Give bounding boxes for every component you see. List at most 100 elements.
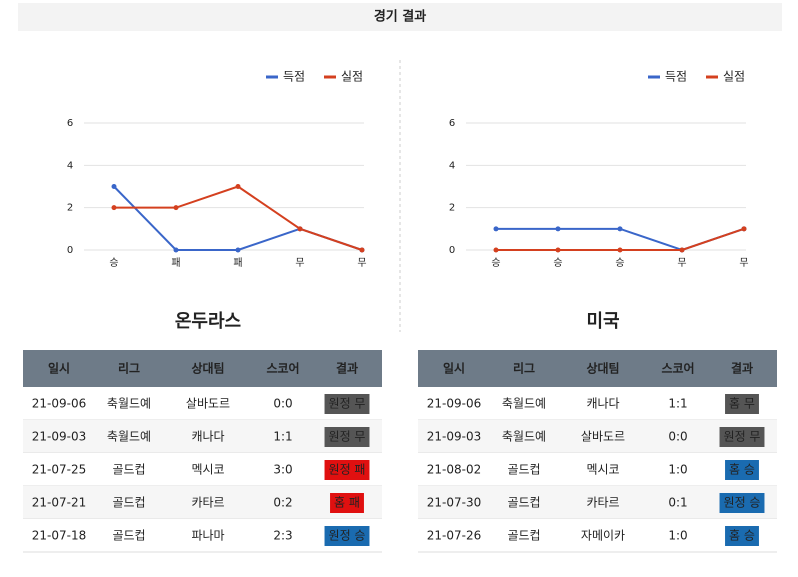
y-tick-label: 2 [449, 203, 455, 214]
x-tick-label: 패 [171, 257, 180, 269]
table-cell: 골드컵 [507, 529, 540, 543]
table-row [418, 486, 777, 519]
data-point [173, 247, 179, 253]
column-header: 결과 [336, 361, 358, 376]
table-row [23, 519, 382, 552]
table-cell: 골드컵 [507, 496, 540, 510]
y-tick-label: 4 [449, 160, 455, 171]
data-point [235, 247, 241, 253]
x-tick-label: 패 [233, 257, 242, 269]
table-cell: 21-09-03 [427, 430, 481, 444]
legend-label: 실점 [723, 70, 745, 84]
series-line [114, 185, 363, 251]
table-cell: 골드컵 [112, 496, 145, 510]
result-text: 원정 패 [329, 463, 366, 477]
result-text: 홈 패 [334, 496, 360, 510]
legend-label: 득점 [665, 70, 687, 84]
table-cell: 0:2 [273, 496, 292, 510]
y-tick-label: 6 [449, 118, 455, 129]
header-bar [18, 3, 782, 31]
data-point [555, 226, 561, 232]
team-name: 미국 [586, 311, 619, 332]
table-row [23, 387, 382, 420]
legend-label: 득점 [283, 70, 305, 84]
result-text: 홈 승 [729, 463, 755, 477]
data-point [555, 247, 561, 253]
table-row [418, 453, 777, 486]
x-tick-label: 무 [357, 258, 366, 269]
table-cell: 1:1 [668, 397, 687, 411]
table-row [23, 486, 382, 519]
table-cell: 캐나다 [586, 397, 619, 411]
result-badge [324, 460, 370, 480]
column-header: 결과 [731, 361, 753, 376]
team-name: 온두라스 [175, 311, 241, 332]
table-cell: 캐나다 [191, 430, 224, 444]
result-badge [725, 394, 759, 414]
result-badge [725, 526, 759, 546]
legend-label: 실점 [341, 70, 363, 84]
y-tick-label: 6 [67, 118, 73, 129]
y-tick-label: 0 [67, 245, 73, 256]
column-header: 리그 [513, 361, 535, 376]
column-header: 일시 [48, 362, 70, 376]
column-header: 스코어 [266, 361, 299, 376]
result-badge [719, 493, 765, 513]
data-point [617, 247, 623, 253]
data-point [493, 226, 499, 232]
table-cell: 21-09-06 [32, 397, 86, 411]
table-row [418, 519, 777, 552]
result-text: 원정 무 [724, 430, 761, 444]
x-tick-label: 승 [109, 257, 118, 269]
table-cell: 3:0 [273, 463, 292, 477]
table-cell: 살바도르 [186, 397, 230, 411]
table-cell: 0:0 [273, 397, 292, 411]
table-cell: 1:0 [668, 529, 687, 543]
result-badge [719, 427, 765, 447]
table-header [23, 350, 382, 387]
table-cell: 21-09-06 [427, 397, 481, 411]
table-cell: 골드컵 [507, 463, 540, 477]
table-cell: 1:0 [668, 463, 687, 477]
table-cell: 2:3 [273, 529, 292, 543]
table-cell: 축월드예 [502, 397, 546, 411]
table-header [418, 350, 777, 387]
result-text: 원정 무 [329, 397, 366, 411]
x-tick-label: 승 [553, 257, 562, 269]
table-cell: 21-08-02 [427, 463, 481, 477]
y-tick-label: 2 [67, 203, 73, 214]
data-point [297, 226, 303, 232]
data-point [617, 226, 623, 232]
data-point [741, 226, 747, 232]
result-badge [725, 460, 759, 480]
column-header: 스코어 [661, 361, 694, 376]
x-tick-label: 승 [491, 257, 500, 269]
result-badge [330, 493, 364, 513]
series-line [113, 185, 363, 251]
table-cell: 1:1 [273, 430, 292, 444]
result-text: 원정 승 [724, 496, 761, 510]
data-point [235, 184, 241, 189]
table-cell: 살바도르 [581, 430, 625, 444]
series-line [496, 227, 745, 252]
x-tick-label: 무 [739, 258, 748, 269]
y-tick-label: 0 [449, 245, 455, 256]
x-tick-label: 무 [677, 258, 686, 269]
table-row [418, 420, 777, 453]
table-cell: 축월드예 [107, 430, 151, 444]
table-cell: 축월드예 [502, 430, 546, 444]
result-badge [324, 526, 370, 546]
data-point [111, 184, 117, 189]
result-text: 홈 승 [729, 529, 755, 543]
data-point [111, 205, 117, 211]
table-cell: 카타르 [191, 496, 224, 510]
column-header: 일시 [443, 362, 465, 376]
table-cell: 21-07-25 [32, 463, 86, 477]
x-tick-label: 승 [615, 257, 624, 269]
table-cell: 골드컵 [112, 463, 145, 477]
column-header: 리그 [118, 361, 140, 376]
table-cell: 21-07-30 [427, 496, 481, 510]
table-cell: 21-07-18 [32, 529, 86, 543]
data-point [359, 247, 365, 253]
